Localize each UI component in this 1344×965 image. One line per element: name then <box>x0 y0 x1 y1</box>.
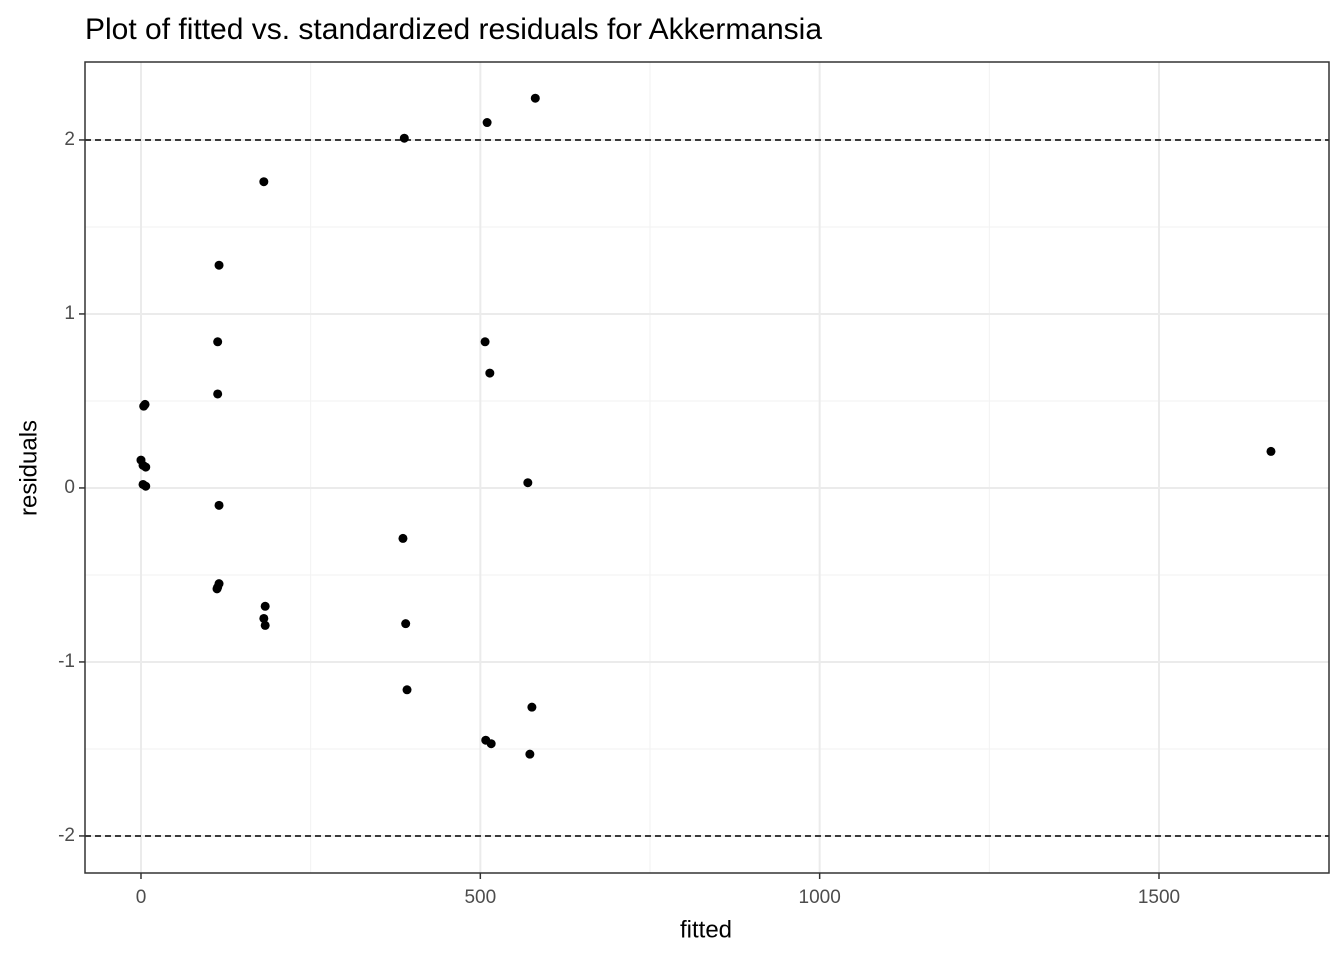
panel-border <box>84 61 1330 874</box>
point <box>213 337 223 347</box>
point <box>530 93 540 103</box>
point <box>527 702 537 712</box>
y-tick-label: 1 <box>64 303 75 324</box>
point <box>1266 446 1276 456</box>
point <box>214 260 224 270</box>
point <box>398 533 408 543</box>
point <box>141 481 151 491</box>
y-tick-label: -2 <box>58 825 75 846</box>
y-tick-label: -1 <box>58 651 75 672</box>
point <box>399 133 409 143</box>
y-tick-label: 0 <box>64 477 75 498</box>
point <box>260 601 270 611</box>
x-axis-label: fitted <box>680 916 732 943</box>
chart-title: Plot of fitted vs. standardized residual… <box>85 13 822 46</box>
point <box>482 118 492 128</box>
point <box>480 337 490 347</box>
point <box>259 177 269 187</box>
x-tick-label: 0 <box>136 887 147 908</box>
y-axis-label: residuals <box>15 420 42 516</box>
point <box>402 685 412 695</box>
point <box>141 462 151 472</box>
point <box>523 478 533 488</box>
point <box>401 619 411 629</box>
y-tick-label: 2 <box>64 129 75 150</box>
point <box>212 584 222 594</box>
point <box>139 401 149 411</box>
x-tick-label: 1500 <box>1138 887 1180 908</box>
point <box>485 368 495 378</box>
point <box>260 620 270 630</box>
point <box>486 739 496 749</box>
point <box>525 749 535 759</box>
x-tick-label: 1000 <box>799 887 841 908</box>
point <box>213 389 223 399</box>
point <box>214 500 224 510</box>
x-tick-label: 500 <box>464 887 496 908</box>
point <box>259 613 269 623</box>
